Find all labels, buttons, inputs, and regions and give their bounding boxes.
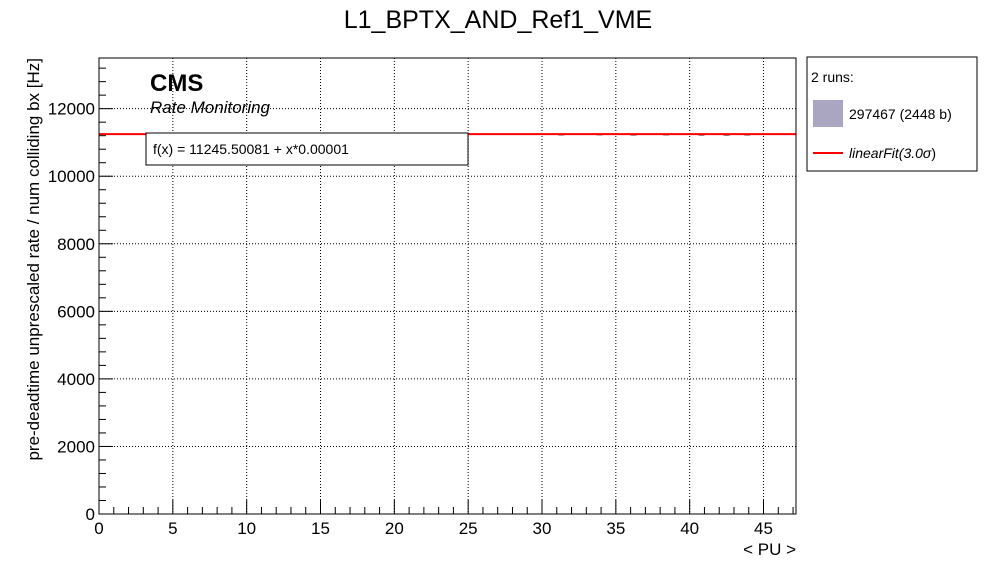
x-tick-label: 40 (680, 519, 699, 538)
x-tick-label: 20 (385, 519, 404, 538)
x-tick-label: 25 (459, 519, 478, 538)
legend-fit-label-close: ) (931, 145, 936, 161)
rate-monitoring-label: Rate Monitoring (150, 98, 271, 117)
x-tick-label: 15 (311, 519, 330, 538)
y-tick-labels: 0 2000 4000 6000 8000 10000 12000 (48, 100, 95, 524)
cms-label: CMS (150, 70, 203, 97)
x-axis-label: < PU > (743, 540, 796, 559)
legend-header: 2 runs: (811, 69, 854, 85)
x-tick-label: 10 (237, 519, 256, 538)
legend-fit-label-main: linearFit(3.0 (849, 145, 923, 161)
legend-fit-label-sigma: σ (923, 145, 932, 161)
x-tick-label: 30 (533, 519, 552, 538)
legend-fit-label: linearFit(3.0σ) (849, 145, 936, 161)
y-tick-label: 6000 (57, 302, 95, 321)
x-tick-label: 35 (606, 519, 625, 538)
y-axis-label: pre-deadtime unprescaled rate / num coll… (24, 58, 43, 461)
x-tick-label: 5 (168, 519, 177, 538)
legend-series-swatch (813, 100, 843, 127)
fit-box (145, 132, 469, 166)
y-tick-label: 8000 (57, 235, 95, 254)
y-tick-label: 12000 (48, 100, 95, 119)
y-tick-label: 10000 (48, 167, 95, 186)
y-tick-label: 2000 (57, 437, 95, 456)
x-tick-labels: 0 5 10 15 20 25 30 35 40 45 (94, 519, 773, 538)
legend-series-label: 297467 (2448 b) (849, 106, 952, 122)
x-tick-label: 0 (94, 519, 103, 538)
chart-title: L1_BPTX_AND_Ref1_VME (344, 6, 652, 34)
plot-area (99, 58, 796, 514)
plot-frame (98, 57, 797, 515)
y-tick-label: 0 (86, 505, 95, 524)
fit-label: f(x) = 11245.50081 + x*0.00001 (153, 141, 349, 157)
legend: 2 runs: 297467 (2448 b) linearFit(3.0σ) (806, 56, 978, 172)
x-tick-label: 45 (754, 519, 773, 538)
axis-ticks (98, 67, 794, 515)
y-tick-label: 4000 (57, 370, 95, 389)
